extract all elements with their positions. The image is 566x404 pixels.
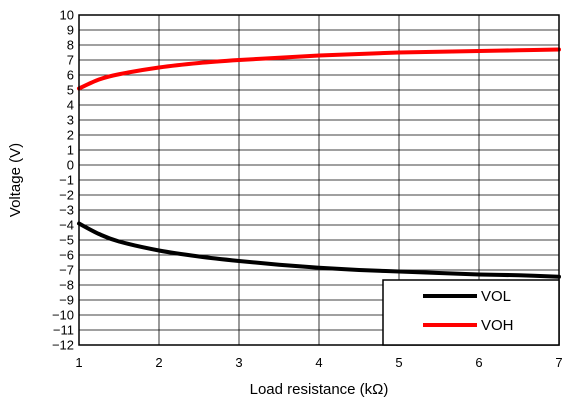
y-tick-label: 7 [67, 53, 74, 68]
series-lines [77, 47, 561, 279]
x-tick-label: 1 [75, 355, 82, 370]
y-tick-label: 10 [60, 8, 74, 23]
x-tick-labels: 1 2 3 4 5 6 7 [75, 355, 562, 370]
x-tick-label: 5 [395, 355, 402, 370]
y-tick-label: −12 [52, 338, 74, 353]
y-tick-label: 1 [67, 143, 74, 158]
legend: VOL VOH [382, 279, 560, 346]
y-tick-label: −1 [59, 173, 74, 188]
series-line-vol [77, 221, 561, 279]
y-tick-label: 5 [67, 83, 74, 98]
x-tick-label: 2 [155, 355, 162, 370]
x-tick-label: 4 [315, 355, 322, 370]
y-tick-label: 8 [67, 38, 74, 53]
y-tick-label: 6 [67, 68, 74, 83]
y-tick-label: −8 [59, 278, 74, 293]
series-line-voh [77, 47, 561, 91]
y-tick-label: −6 [59, 248, 74, 263]
legend-label-vol: VOL [481, 288, 511, 305]
x-tick-label: 6 [475, 355, 482, 370]
y-tick-label: −9 [59, 293, 74, 308]
x-tick-label: 7 [555, 355, 562, 370]
y-tick-label: −10 [52, 308, 74, 323]
y-tick-label: 4 [67, 98, 74, 113]
y-tick-label: 0 [67, 158, 74, 173]
y-tick-label: −2 [59, 188, 74, 203]
x-axis-title: Load resistance (kΩ) [250, 381, 389, 398]
legend-label-voh: VOH [481, 317, 514, 334]
y-tick-label: −5 [59, 233, 74, 248]
x-tick-label: 3 [235, 355, 242, 370]
y-tick-label: −4 [59, 218, 74, 233]
y-tick-label: −3 [59, 203, 74, 218]
y-tick-label: −11 [53, 323, 74, 338]
legend-box [382, 279, 560, 346]
y-tick-label: 2 [67, 128, 74, 143]
y-tick-label: −7 [59, 263, 74, 278]
y-tick-label: 3 [67, 113, 74, 128]
plot-frame [78, 14, 560, 346]
y-tick-label: 9 [67, 23, 74, 38]
y-axis-title: Voltage (V) [7, 143, 24, 217]
